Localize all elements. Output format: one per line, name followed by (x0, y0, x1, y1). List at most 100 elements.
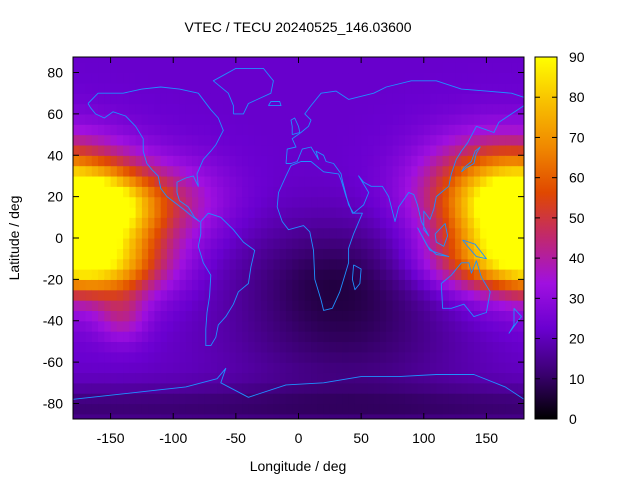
heat-cell (98, 393, 105, 405)
heat-cell (461, 320, 469, 332)
heat-cell (104, 310, 112, 322)
heat-cell (336, 57, 343, 63)
heat-cell (123, 393, 130, 405)
heat-cell (135, 300, 143, 311)
heat-cell (73, 351, 80, 363)
heat-cell (442, 403, 450, 415)
heat-cell (223, 258, 231, 270)
heat-cell (423, 196, 431, 208)
heat-cell (79, 227, 87, 239)
heat-cell (185, 155, 193, 167)
heat-cell (116, 62, 124, 74)
heat-cell (492, 155, 500, 167)
heat-cell (492, 289, 500, 301)
heat-cell (254, 413, 262, 419)
heat-cell (304, 351, 312, 363)
heat-cell (260, 57, 268, 63)
heat-cell (192, 155, 199, 167)
heat-cell (135, 310, 143, 322)
heat-cell (505, 155, 513, 167)
heat-cell (235, 227, 243, 239)
heat-cell (467, 382, 475, 394)
heat-cell (298, 341, 306, 353)
heat-cell (254, 62, 262, 74)
heat-cell (505, 175, 513, 187)
heat-cell (404, 269, 412, 280)
heat-cell (373, 186, 381, 198)
y-tick-label: -80 (43, 395, 63, 411)
heat-cell (423, 134, 431, 146)
heat-cell (123, 300, 130, 311)
heat-cell (235, 103, 243, 115)
heat-cell (129, 372, 137, 384)
heat-cell (285, 165, 293, 177)
heat-cell (73, 165, 80, 177)
heat-cell (354, 289, 362, 301)
heat-cell (204, 372, 212, 384)
heat-cell (467, 269, 475, 280)
heat-cell (141, 331, 149, 343)
heat-cell (98, 113, 105, 125)
heat-cell (141, 341, 149, 353)
heat-cell (317, 155, 325, 167)
heat-cell (223, 300, 231, 311)
heat-cell (492, 144, 500, 156)
heat-cell (311, 382, 318, 394)
heat-cell (229, 362, 237, 374)
heat-cell (79, 300, 87, 311)
heat-cell (442, 72, 450, 84)
heat-cell (85, 57, 93, 63)
heat-cell (98, 196, 105, 208)
heat-cell (279, 165, 287, 177)
heat-cell (480, 310, 488, 322)
heat-cell (235, 134, 243, 146)
heat-cell (473, 269, 481, 280)
heat-cell (442, 413, 450, 419)
heat-cell (123, 82, 130, 94)
heat-cell (298, 362, 306, 374)
heat-cell (73, 217, 80, 229)
heat-cell (129, 196, 137, 208)
heat-cell (342, 258, 350, 270)
heat-cell (160, 413, 168, 419)
heat-cell (129, 382, 137, 394)
heat-cell (367, 320, 375, 332)
heat-cell (273, 186, 281, 198)
heat-cell (185, 413, 193, 419)
heat-cell (104, 175, 112, 187)
heat-cell (129, 248, 137, 260)
heat-cell (404, 144, 412, 156)
heat-cell (91, 155, 99, 167)
heat-cell (517, 413, 524, 419)
heat-cell (473, 227, 481, 239)
heat-cell (379, 217, 387, 229)
heat-cell (135, 62, 143, 74)
heat-cell (411, 155, 419, 167)
heat-cell (342, 103, 350, 115)
heat-cell (323, 57, 331, 63)
heat-cell (311, 93, 318, 105)
heat-cell (148, 206, 156, 218)
heat-cell (311, 196, 318, 208)
heat-cell (442, 289, 450, 301)
heat-cell (285, 155, 293, 167)
heat-cell (511, 248, 519, 260)
heat-cell (223, 279, 231, 291)
heat-cell (235, 113, 243, 125)
heat-cell (260, 382, 268, 394)
heat-cell (461, 269, 469, 280)
colorbar-tick-label: 0 (569, 411, 577, 427)
heat-cell (492, 175, 500, 187)
heat-cell (79, 103, 87, 115)
heat-cell (79, 248, 87, 260)
heat-cell (242, 93, 249, 105)
heat-cell (267, 320, 275, 332)
heat-cell (361, 227, 368, 239)
heat-cell (398, 331, 406, 343)
heat-cell (505, 393, 513, 405)
heat-cell (517, 238, 524, 249)
heat-cell (467, 403, 475, 415)
heat-cell (298, 217, 306, 229)
heat-cell (248, 175, 256, 187)
heat-cell (154, 227, 162, 239)
